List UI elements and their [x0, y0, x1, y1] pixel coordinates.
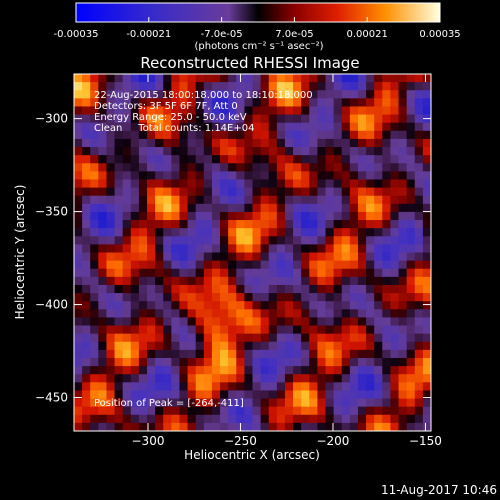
- annotation-detectors: Detectors: 3F 5F 6F 7F, Att 0: [94, 101, 238, 112]
- y-tick-label: −450: [35, 391, 68, 405]
- x-tick-label: −150: [409, 434, 442, 448]
- colorbar-tick-label: 7.0e-05: [275, 29, 313, 40]
- colorbar-tick-label: 0.00035: [419, 29, 460, 40]
- colorbar-ticks: -0.00035 -0.00021 -7.0e-05 7.0e-05 0.00021 0.…: [54, 17, 461, 40]
- annotation-peak: Position of Peak = [-264,-411]: [94, 398, 244, 409]
- footer-timestamp: 11-Aug-2017 10:46: [381, 483, 497, 497]
- y-axis-ticks: −450 −400 −350 −300: [35, 112, 431, 405]
- colorbar-tick-label: -7.0e-05: [201, 29, 243, 40]
- x-tick-label: −250: [224, 434, 257, 448]
- heatmap-image: [74, 74, 431, 431]
- x-axis-ticks: −300 −250 −200 −150: [132, 74, 442, 448]
- x-axis-label: Heliocentric X (arcsec): [184, 448, 320, 462]
- colorbar-unit-label: (photons cm⁻² s⁻¹ asec⁻²): [194, 41, 323, 52]
- plot-frame: [73, 73, 432, 432]
- y-tick-label: −350: [35, 205, 68, 219]
- y-tick-label: −400: [35, 298, 68, 312]
- chart-title: Reconstructed RHESSI Image: [140, 54, 359, 72]
- annotation-time: 22-Aug-2015 18:00:18.000 to 18:10:18.000: [94, 90, 313, 101]
- annotation-energy: Energy Range: 25.0 - 50.0 keV: [94, 112, 247, 123]
- colorbar-tick-label: 0.00021: [347, 29, 388, 40]
- x-tick-label: −300: [132, 434, 165, 448]
- y-axis-label: Heliocentric Y (arcsec): [13, 185, 27, 320]
- colorbar-tick-label: -0.00035: [54, 29, 99, 40]
- y-tick-label: −300: [35, 112, 68, 126]
- colorbar: [75, 2, 441, 23]
- x-tick-label: −200: [316, 434, 349, 448]
- annotation-clean: Clean Total counts: 1.14E+04: [94, 123, 254, 134]
- colorbar-tick-label: -0.00021: [126, 29, 171, 40]
